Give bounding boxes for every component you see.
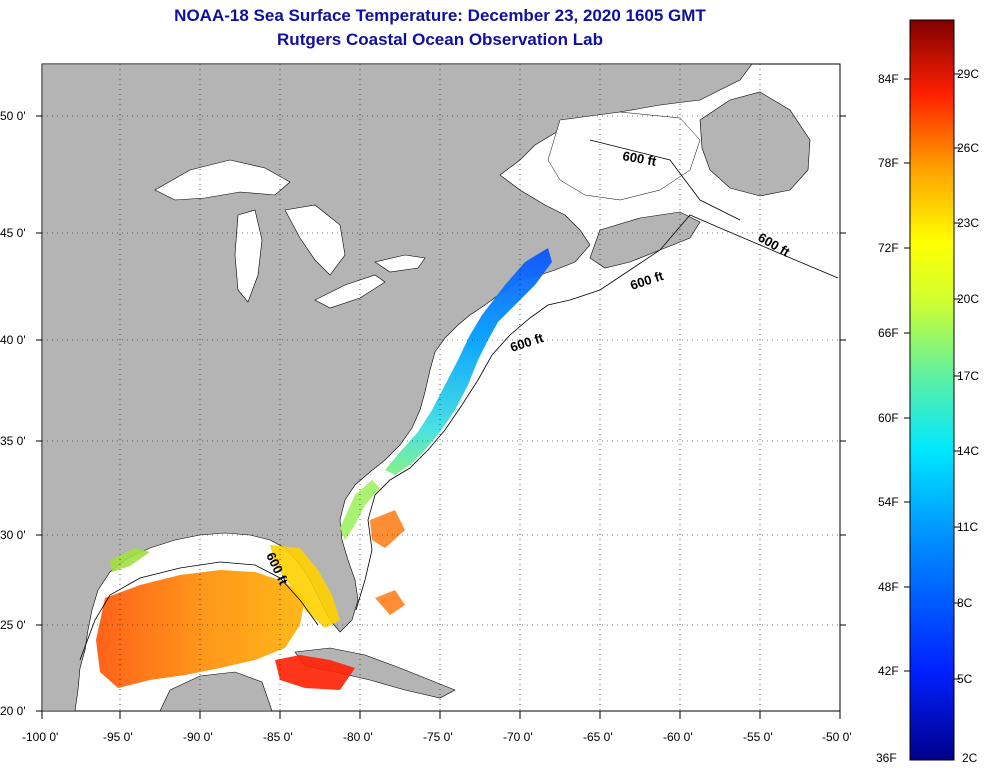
lon-tick-label: -95 0' [103,730,133,744]
colorbar-f-label: 78F [878,156,899,170]
colorbar-c-label: 20C [957,292,979,306]
lon-tick-label: -85 0' [263,730,293,744]
newfoundland-land [699,91,811,197]
lat-tick-label: 35 0' [0,434,26,448]
latitude-axis [36,115,846,712]
lon-tick-label: -65 0' [583,730,613,744]
lat-tick-label: 30 0' [0,528,26,542]
lat-tick-label: 25 0' [0,618,26,632]
colorbar-f-label: 84F [878,72,899,86]
colorbar-c-label: 14C [957,444,979,458]
lat-tick-label: 40 0' [0,333,26,347]
lake-superior [154,159,291,201]
colorbar-ticks [904,73,960,680]
sst-caribbean [275,655,355,690]
lake-huron [284,204,346,276]
sst-gulf-of-mexico [96,570,305,688]
lon-tick-label: -100 0' [22,730,58,744]
sst-texas-coast [110,548,150,572]
lon-tick-label: -60 0' [663,730,693,744]
isobath-contour-north [589,139,741,221]
map-title: NOAA-18 Sea Surface Temperature: Decembe… [174,6,706,25]
lat-tick-label: 20 0' [0,704,26,718]
lon-tick-label: -75 0' [423,730,453,744]
colorbar-f-label: 60F [878,411,899,425]
map-gridlines [42,64,840,711]
lake-michigan [234,209,263,303]
colorbar-c-label: 5C [957,672,973,686]
lon-tick-label: -90 0' [183,730,213,744]
isobath-contour-atlantic [355,214,839,611]
colorbar-c-label: 29C [957,67,979,81]
temperature-colorbar [909,19,955,761]
colorbar-f-label: 48F [878,580,899,594]
lake-ontario [374,254,426,273]
gulf-st-lawrence [547,111,701,201]
lon-tick-label: -55 0' [743,730,773,744]
colorbar-f-label: 42F [878,664,899,678]
map-body [42,64,840,711]
colorbar-c-label: 2C [962,751,978,765]
lake-erie [314,274,386,309]
sst-southeast-coast [340,480,380,540]
lon-tick-label: -70 0' [503,730,533,744]
colorbar-f-label: 36F [876,751,897,765]
colorbar-f-label: 72F [878,241,899,255]
colorbar-f-label: 54F [878,495,899,509]
lon-tick-label: -80 0' [343,730,373,744]
colorbar-c-label: 11C [957,520,978,534]
maritimes-land [589,211,701,269]
sst-offshore-patches [370,510,405,615]
longitude-axis [41,711,841,719]
colorbar-c-label: 23C [957,216,979,230]
colorbar-f-label: 66F [878,326,899,340]
yucatan-land [159,671,273,711]
map-subtitle: Rutgers Coastal Ocean Observation Lab [277,30,603,49]
sst-florida-shelf [270,545,340,628]
lat-tick-label: 45 0' [0,226,26,240]
colorbar-c-label: 8C [957,596,973,610]
lon-tick-label: -50 0' [822,730,852,744]
sst-atlantic-coast [385,248,552,475]
isobath-label: 600 ft [621,148,658,169]
colorbar-c-label: 26C [957,141,979,155]
colorbar-c-label: 17C [957,369,979,383]
lat-tick-label: 50 0' [0,109,26,123]
